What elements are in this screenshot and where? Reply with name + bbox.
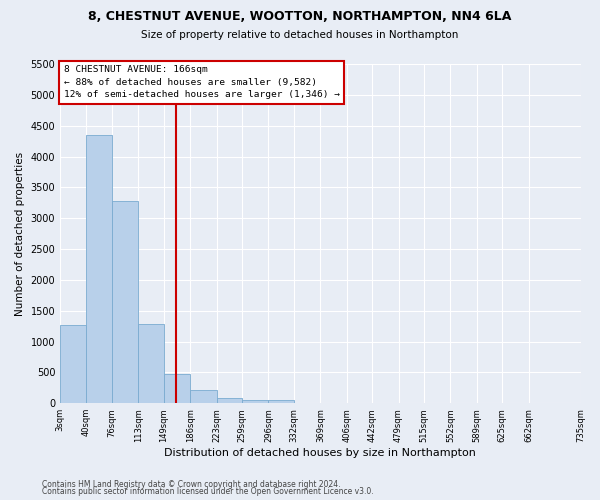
Text: 8, CHESTNUT AVENUE, WOOTTON, NORTHAMPTON, NN4 6LA: 8, CHESTNUT AVENUE, WOOTTON, NORTHAMPTON…: [88, 10, 512, 23]
Text: 8 CHESTNUT AVENUE: 166sqm
← 88% of detached houses are smaller (9,582)
12% of se: 8 CHESTNUT AVENUE: 166sqm ← 88% of detac…: [64, 65, 340, 99]
Bar: [242, 400, 268, 403]
Bar: [164, 374, 190, 403]
Y-axis label: Number of detached properties: Number of detached properties: [15, 152, 25, 316]
Bar: [60, 325, 86, 403]
Text: Contains public sector information licensed under the Open Government Licence v3: Contains public sector information licen…: [42, 487, 374, 496]
Bar: [112, 201, 139, 403]
Bar: [217, 398, 242, 403]
Bar: [86, 135, 112, 403]
Text: Contains HM Land Registry data © Crown copyright and database right 2024.: Contains HM Land Registry data © Crown c…: [42, 480, 341, 489]
Bar: [268, 400, 294, 403]
Bar: [190, 390, 217, 403]
Text: Size of property relative to detached houses in Northampton: Size of property relative to detached ho…: [142, 30, 458, 40]
X-axis label: Distribution of detached houses by size in Northampton: Distribution of detached houses by size …: [164, 448, 476, 458]
Bar: [139, 324, 164, 403]
